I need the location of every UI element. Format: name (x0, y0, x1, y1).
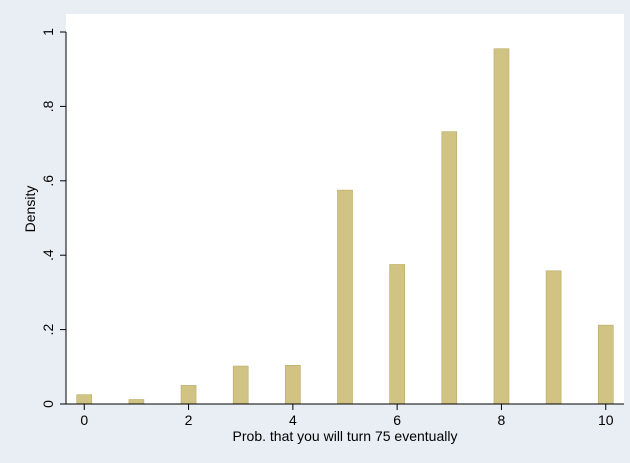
histogram-bar (232, 365, 249, 405)
y-tick-label: .4 (40, 249, 56, 261)
y-tick-label: .8 (40, 100, 56, 112)
x-tick-label: 0 (80, 412, 88, 428)
histogram-bar (180, 385, 197, 405)
histogram-bar (441, 131, 458, 405)
bars-layer (76, 48, 614, 405)
y-ticks-layer: 0 .2 .4 .6 .8 1 (40, 28, 66, 408)
x-tick-label: 4 (289, 412, 297, 428)
y-tick-label: .6 (40, 175, 56, 187)
x-tick-label: 10 (598, 412, 614, 428)
x-ticks-layer: 0 2 4 6 8 10 (80, 404, 614, 428)
y-tick-label: .2 (40, 324, 56, 336)
histogram-bar (337, 189, 353, 405)
histogram-bar (285, 365, 301, 405)
x-tick-label: 8 (498, 412, 506, 428)
histogram-bar (128, 399, 145, 405)
histogram-bar (76, 394, 93, 405)
histogram-bar (493, 48, 510, 405)
y-tick-label: 1 (40, 28, 56, 36)
x-axis-title: Prob. that you will turn 75 eventually (233, 428, 458, 444)
y-tick-label: 0 (40, 400, 56, 408)
histogram-bar (545, 270, 562, 405)
x-tick-label: 6 (393, 412, 401, 428)
y-axis-title: Density (22, 186, 38, 233)
histogram-bar (597, 324, 614, 405)
x-tick-label: 2 (185, 412, 193, 428)
histogram-bar (389, 264, 405, 405)
